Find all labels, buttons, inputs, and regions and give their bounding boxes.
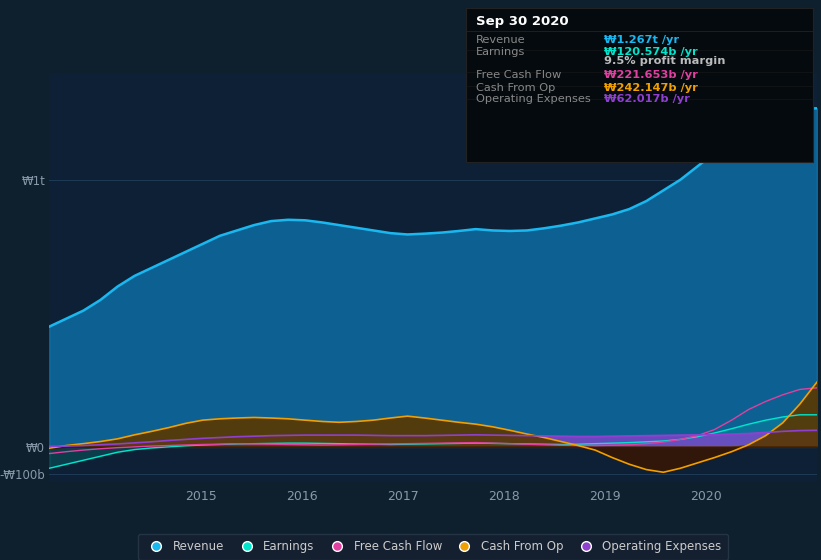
- Text: Free Cash Flow: Free Cash Flow: [476, 71, 562, 81]
- Text: Sep 30 2020: Sep 30 2020: [476, 15, 569, 28]
- Text: Revenue: Revenue: [476, 35, 525, 45]
- Text: Cash From Op: Cash From Op: [476, 83, 556, 94]
- Text: ₩1.267t /yr: ₩1.267t /yr: [604, 35, 680, 45]
- Text: Earnings: Earnings: [476, 47, 525, 57]
- Legend: Revenue, Earnings, Free Cash Flow, Cash From Op, Operating Expenses: Revenue, Earnings, Free Cash Flow, Cash …: [138, 534, 728, 559]
- Text: ₩242.147b /yr: ₩242.147b /yr: [604, 83, 698, 94]
- Text: ₩62.017b /yr: ₩62.017b /yr: [604, 95, 690, 105]
- Text: 9.5% profit margin: 9.5% profit margin: [604, 57, 726, 67]
- Text: ₩120.574b /yr: ₩120.574b /yr: [604, 47, 698, 57]
- Text: Operating Expenses: Operating Expenses: [476, 95, 591, 105]
- Text: ₩221.653b /yr: ₩221.653b /yr: [604, 71, 698, 81]
